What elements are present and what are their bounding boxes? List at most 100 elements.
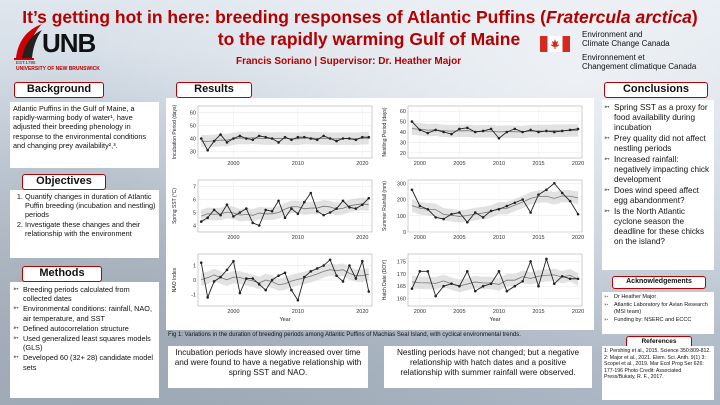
- data-point: [303, 275, 306, 279]
- confidence-band: [201, 131, 369, 148]
- data-point: [328, 211, 332, 214]
- background-text: Atlantic Puffins in the Gulf of Maine, a…: [10, 102, 159, 168]
- data-point: [418, 128, 422, 132]
- data-point: [553, 181, 556, 185]
- unb-logo: UNB EST.1785 UNIVERSITY OF NEW BRUNSWICK: [10, 22, 120, 72]
- data-point: [458, 284, 461, 288]
- ack-item: ➳ Funding by: NSERC and ECCC: [604, 317, 712, 324]
- data-point: [296, 135, 300, 139]
- data-point: [257, 134, 261, 138]
- data-point: [521, 198, 524, 201]
- data-point: [277, 274, 280, 277]
- data-point: [322, 134, 325, 138]
- methods-header: Methods: [22, 266, 102, 282]
- data-point: [529, 128, 532, 132]
- data-point: [426, 207, 430, 211]
- data-point: [418, 270, 422, 273]
- x-tick-label: 2000: [227, 309, 239, 315]
- data-point: [410, 188, 414, 192]
- data-point: [418, 204, 422, 208]
- data-point: [335, 139, 338, 143]
- data-point: [328, 137, 332, 140]
- data-point: [296, 212, 300, 216]
- data-point: [348, 206, 351, 209]
- x-tick-label: 2010: [493, 235, 505, 241]
- data-point: [264, 208, 267, 212]
- x-tick-label: 2020: [356, 161, 368, 167]
- methods-item: ➳ Breeding periods calculated from collec…: [13, 285, 156, 303]
- y-tick-label: -1: [191, 292, 196, 298]
- data-point: [434, 216, 437, 219]
- chart-spring-sst: 4 5 6 7 2000 2010 2020 Spring SST (°C): [170, 176, 376, 248]
- chart-nestling: 20 30 40 50 60 2000 2005 2010 2015 2020 Nestling P…: [380, 102, 586, 174]
- data-point: [442, 284, 445, 288]
- data-point: [251, 277, 255, 280]
- y-tick-label: 30: [190, 150, 196, 156]
- data-point: [238, 211, 242, 214]
- results-figure: 30 40 50 60 2000 2010 2020 Incubation Period (d…: [166, 98, 594, 330]
- data-point: [560, 191, 564, 195]
- x-tick-label: 2005: [453, 235, 465, 241]
- chart-incubation: 30 40 50 60 2000 2010 2020 Incubation Period (d…: [170, 102, 376, 174]
- data-point: [354, 277, 358, 280]
- data-point: [473, 211, 477, 214]
- data-point: [505, 289, 509, 293]
- objective-item: Quantify changes in duration of Atlantic…: [25, 192, 156, 220]
- conclusion-item-text: Prey quality did not affect nestling per…: [614, 134, 706, 153]
- results-summary-right: Nestling periods have not changed; but a…: [384, 346, 592, 388]
- y-axis-label: Nestling Period (days): [382, 107, 388, 157]
- methods-item-text: Environmental conditions: rainfall, NAO,…: [23, 304, 152, 323]
- data-point: [458, 127, 461, 131]
- x-tick-label: 2020: [356, 235, 368, 241]
- data-point: [206, 216, 209, 219]
- data-point: [225, 141, 229, 144]
- data-point: [505, 204, 509, 208]
- data-point: [489, 209, 493, 213]
- data-point: [450, 282, 453, 286]
- y-axis-label: NAO Index: [172, 267, 178, 292]
- chart-svg: 4 5 6 7 2000 2010 2020 Spring SST (°C): [172, 179, 373, 241]
- data-point: [497, 270, 501, 273]
- trend-line: [411, 274, 579, 287]
- data-point: [251, 138, 255, 142]
- data-point: [367, 290, 371, 293]
- data-point: [497, 207, 501, 211]
- data-point: [560, 274, 564, 278]
- y-tick-label: 20: [400, 151, 406, 157]
- bird-bullet-icon: ➳: [13, 305, 19, 313]
- data-point: [537, 130, 540, 134]
- data-point: [529, 211, 532, 214]
- data-point: [335, 207, 338, 210]
- canada-flag-icon: [540, 36, 570, 52]
- conclusions-header: Conclusions: [604, 82, 708, 98]
- conclusions-panel: ➳ Spring SST as a proxy for food availabi…: [602, 100, 714, 270]
- data-point: [497, 136, 501, 140]
- y-axis-label: Spring SST (°C): [172, 188, 178, 224]
- data-point: [361, 259, 364, 263]
- data-point: [303, 135, 306, 139]
- conclusion-item: ➳ Spring SST as a proxy for food availabi…: [604, 103, 712, 133]
- x-tick-label: 2015: [532, 161, 544, 167]
- y-tick-label: 60: [400, 109, 406, 115]
- y-axis-label: Hatch Date (DOY): [382, 259, 388, 300]
- confidence-band: [411, 122, 579, 139]
- data-point: [206, 296, 209, 299]
- trend-line: [411, 128, 579, 133]
- data-point: [341, 280, 345, 283]
- chart-svg: 0 100 200 300 2000 2005 2010 2015 2020 Summer Rai…: [382, 179, 584, 241]
- data-point: [219, 275, 222, 279]
- bird-bullet-icon: ➳: [604, 187, 610, 194]
- authors: Francis Soriano | Supervisor: Dr. Heathe…: [236, 56, 462, 67]
- data-point: [481, 129, 485, 133]
- data-point: [245, 137, 248, 140]
- y-tick-label: 40: [400, 130, 406, 136]
- title-species-name: Fratercula arctica: [546, 7, 692, 27]
- bird-bullet-icon: ➳: [604, 294, 609, 300]
- unb-established: EST.1785: [16, 60, 36, 65]
- data-point: [290, 288, 293, 292]
- results-summary-left: Incubation periods have slowly increased…: [168, 346, 368, 388]
- x-tick-label: 2010: [292, 235, 304, 241]
- data-point: [450, 212, 453, 216]
- data-point: [257, 224, 261, 227]
- data-point: [426, 270, 430, 273]
